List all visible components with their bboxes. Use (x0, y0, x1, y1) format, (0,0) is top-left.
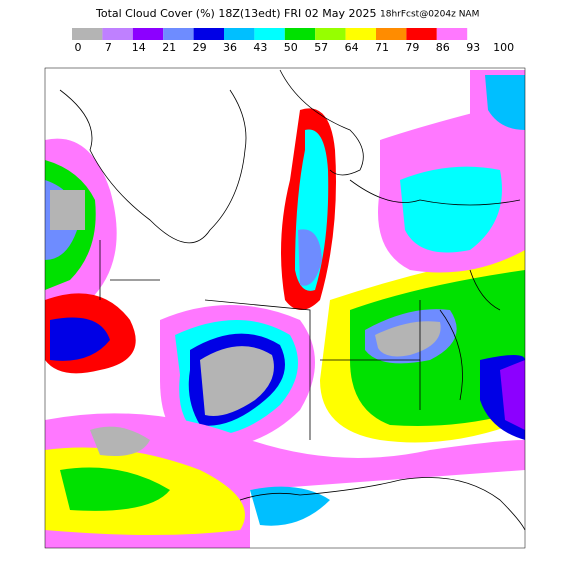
legend-swatch (345, 28, 376, 40)
legend-label: 21 (162, 41, 176, 54)
legend-swatch (254, 28, 285, 40)
legend-label: 57 (314, 41, 328, 54)
legend-swatch (315, 28, 346, 40)
legend-swatch (376, 28, 407, 40)
legend-swatch (102, 28, 133, 40)
legend-label: 79 (405, 41, 419, 54)
legend-label: 14 (132, 41, 146, 54)
map (44, 67, 526, 549)
legend-label: 0 (75, 41, 82, 54)
title: Total Cloud Cover (%) 18Z(13edt) FRI 02 … (95, 7, 376, 20)
run-info: 18hrFcst@0204z NAM (380, 10, 479, 20)
legend-swatch (193, 28, 224, 40)
legend-label: 29 (193, 41, 207, 54)
legend-swatch (436, 28, 468, 40)
legend-label: 100 (493, 41, 514, 54)
legend-label: 93 (466, 41, 480, 54)
map-frame (44, 67, 526, 549)
legend-swatch (132, 28, 164, 40)
legend-label: 43 (253, 41, 267, 54)
legend-swatch (72, 28, 103, 40)
cloud-field (45, 70, 525, 548)
legend-label: 71 (375, 41, 389, 54)
legend-label: 36 (223, 41, 237, 54)
legend-label: 7 (105, 41, 112, 54)
legend-swatch (163, 28, 194, 40)
legend-label: 64 (345, 41, 359, 54)
legend-swatch (224, 28, 255, 40)
legend: 0 7 14 21 29 36 43 50 57 64 71 79 86 93 100 (72, 28, 514, 54)
legend-swatch (284, 28, 316, 40)
legend-label: 50 (284, 41, 298, 54)
legend-label: 86 (436, 41, 450, 54)
boundaries (59, 69, 526, 531)
legend-swatch (406, 28, 437, 40)
